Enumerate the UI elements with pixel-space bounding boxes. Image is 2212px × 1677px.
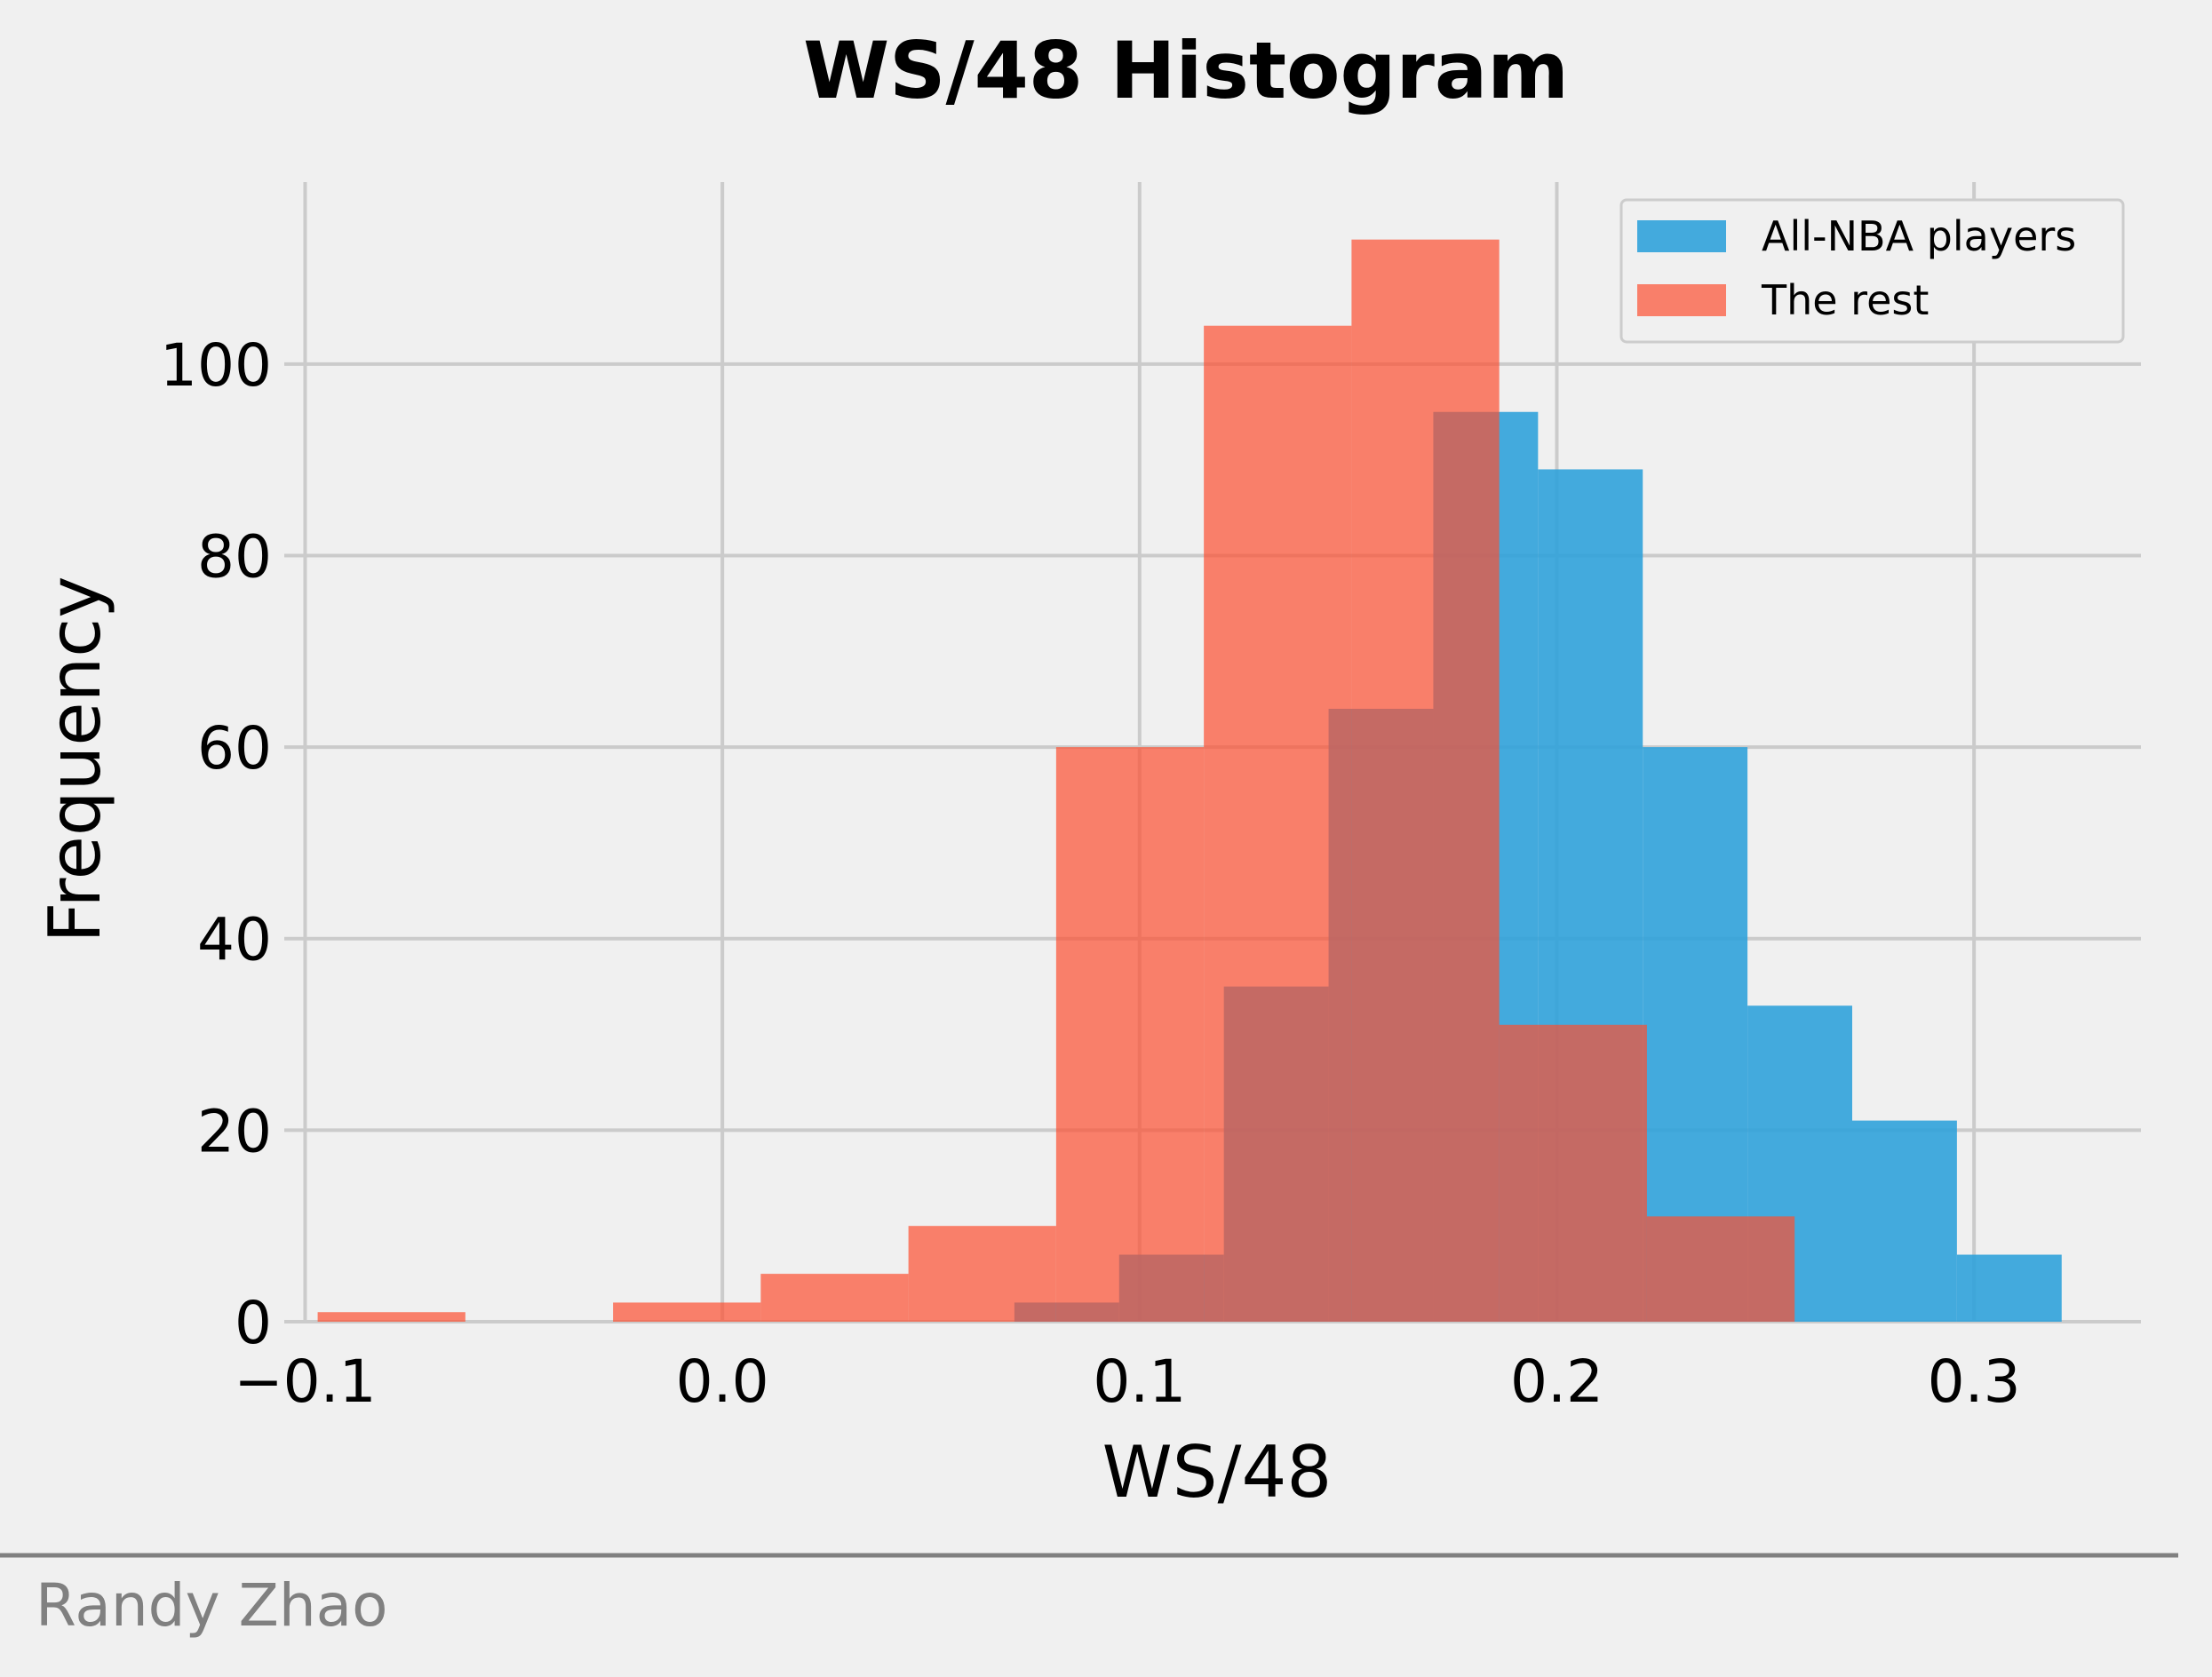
y-tick-label: 80 [197,522,272,591]
legend-swatch-the-rest [1637,284,1726,316]
legend-label-all-nba: All-NBA players [1762,212,2076,260]
bar-the-rest [1055,747,1205,1322]
bar-the-rest [908,1226,1056,1322]
y-axis-label: Frequency [34,576,116,942]
x-tick-label: 0.0 [676,1347,769,1416]
y-tick-label: 60 [197,714,272,783]
bar-all-nba [1851,1120,1957,1322]
y-tick-label: 20 [197,1097,272,1165]
bar-the-rest [1646,1216,1795,1322]
x-tick-label: 0.2 [1510,1347,1603,1416]
bar-all-nba [1956,1254,2062,1322]
y-tick-label: 40 [197,906,272,974]
legend: All-NBA players The rest [1619,198,2125,344]
y-tick-label: 100 [160,331,272,400]
bar-the-rest [613,1302,761,1322]
footer-author: Randy Zhao [36,1571,387,1640]
bar-the-rest [760,1274,909,1322]
bar-the-rest [1204,325,1352,1323]
x-axis-label: WS/48 [1102,1431,1333,1514]
bar-the-rest [1351,239,1500,1322]
chart-title: WS/48 Histogram [803,25,1569,116]
legend-swatch-all-nba [1637,220,1726,252]
y-tick-label: 0 [235,1289,272,1357]
bar-the-rest [317,1312,465,1322]
legend-box [1619,198,2125,344]
x-tick-label: 0.3 [1928,1347,2021,1416]
legend-label-the-rest: The rest [1761,276,1929,324]
histogram-bars [317,239,2062,1323]
tick-labels: −0.1 0.0 0.1 0.2 0.3 0 20 40 60 80 100 [160,331,2021,1416]
x-tick-label: −0.1 [234,1347,376,1416]
bar-the-rest [1499,1024,1647,1322]
x-tick-label: 0.1 [1093,1347,1186,1416]
